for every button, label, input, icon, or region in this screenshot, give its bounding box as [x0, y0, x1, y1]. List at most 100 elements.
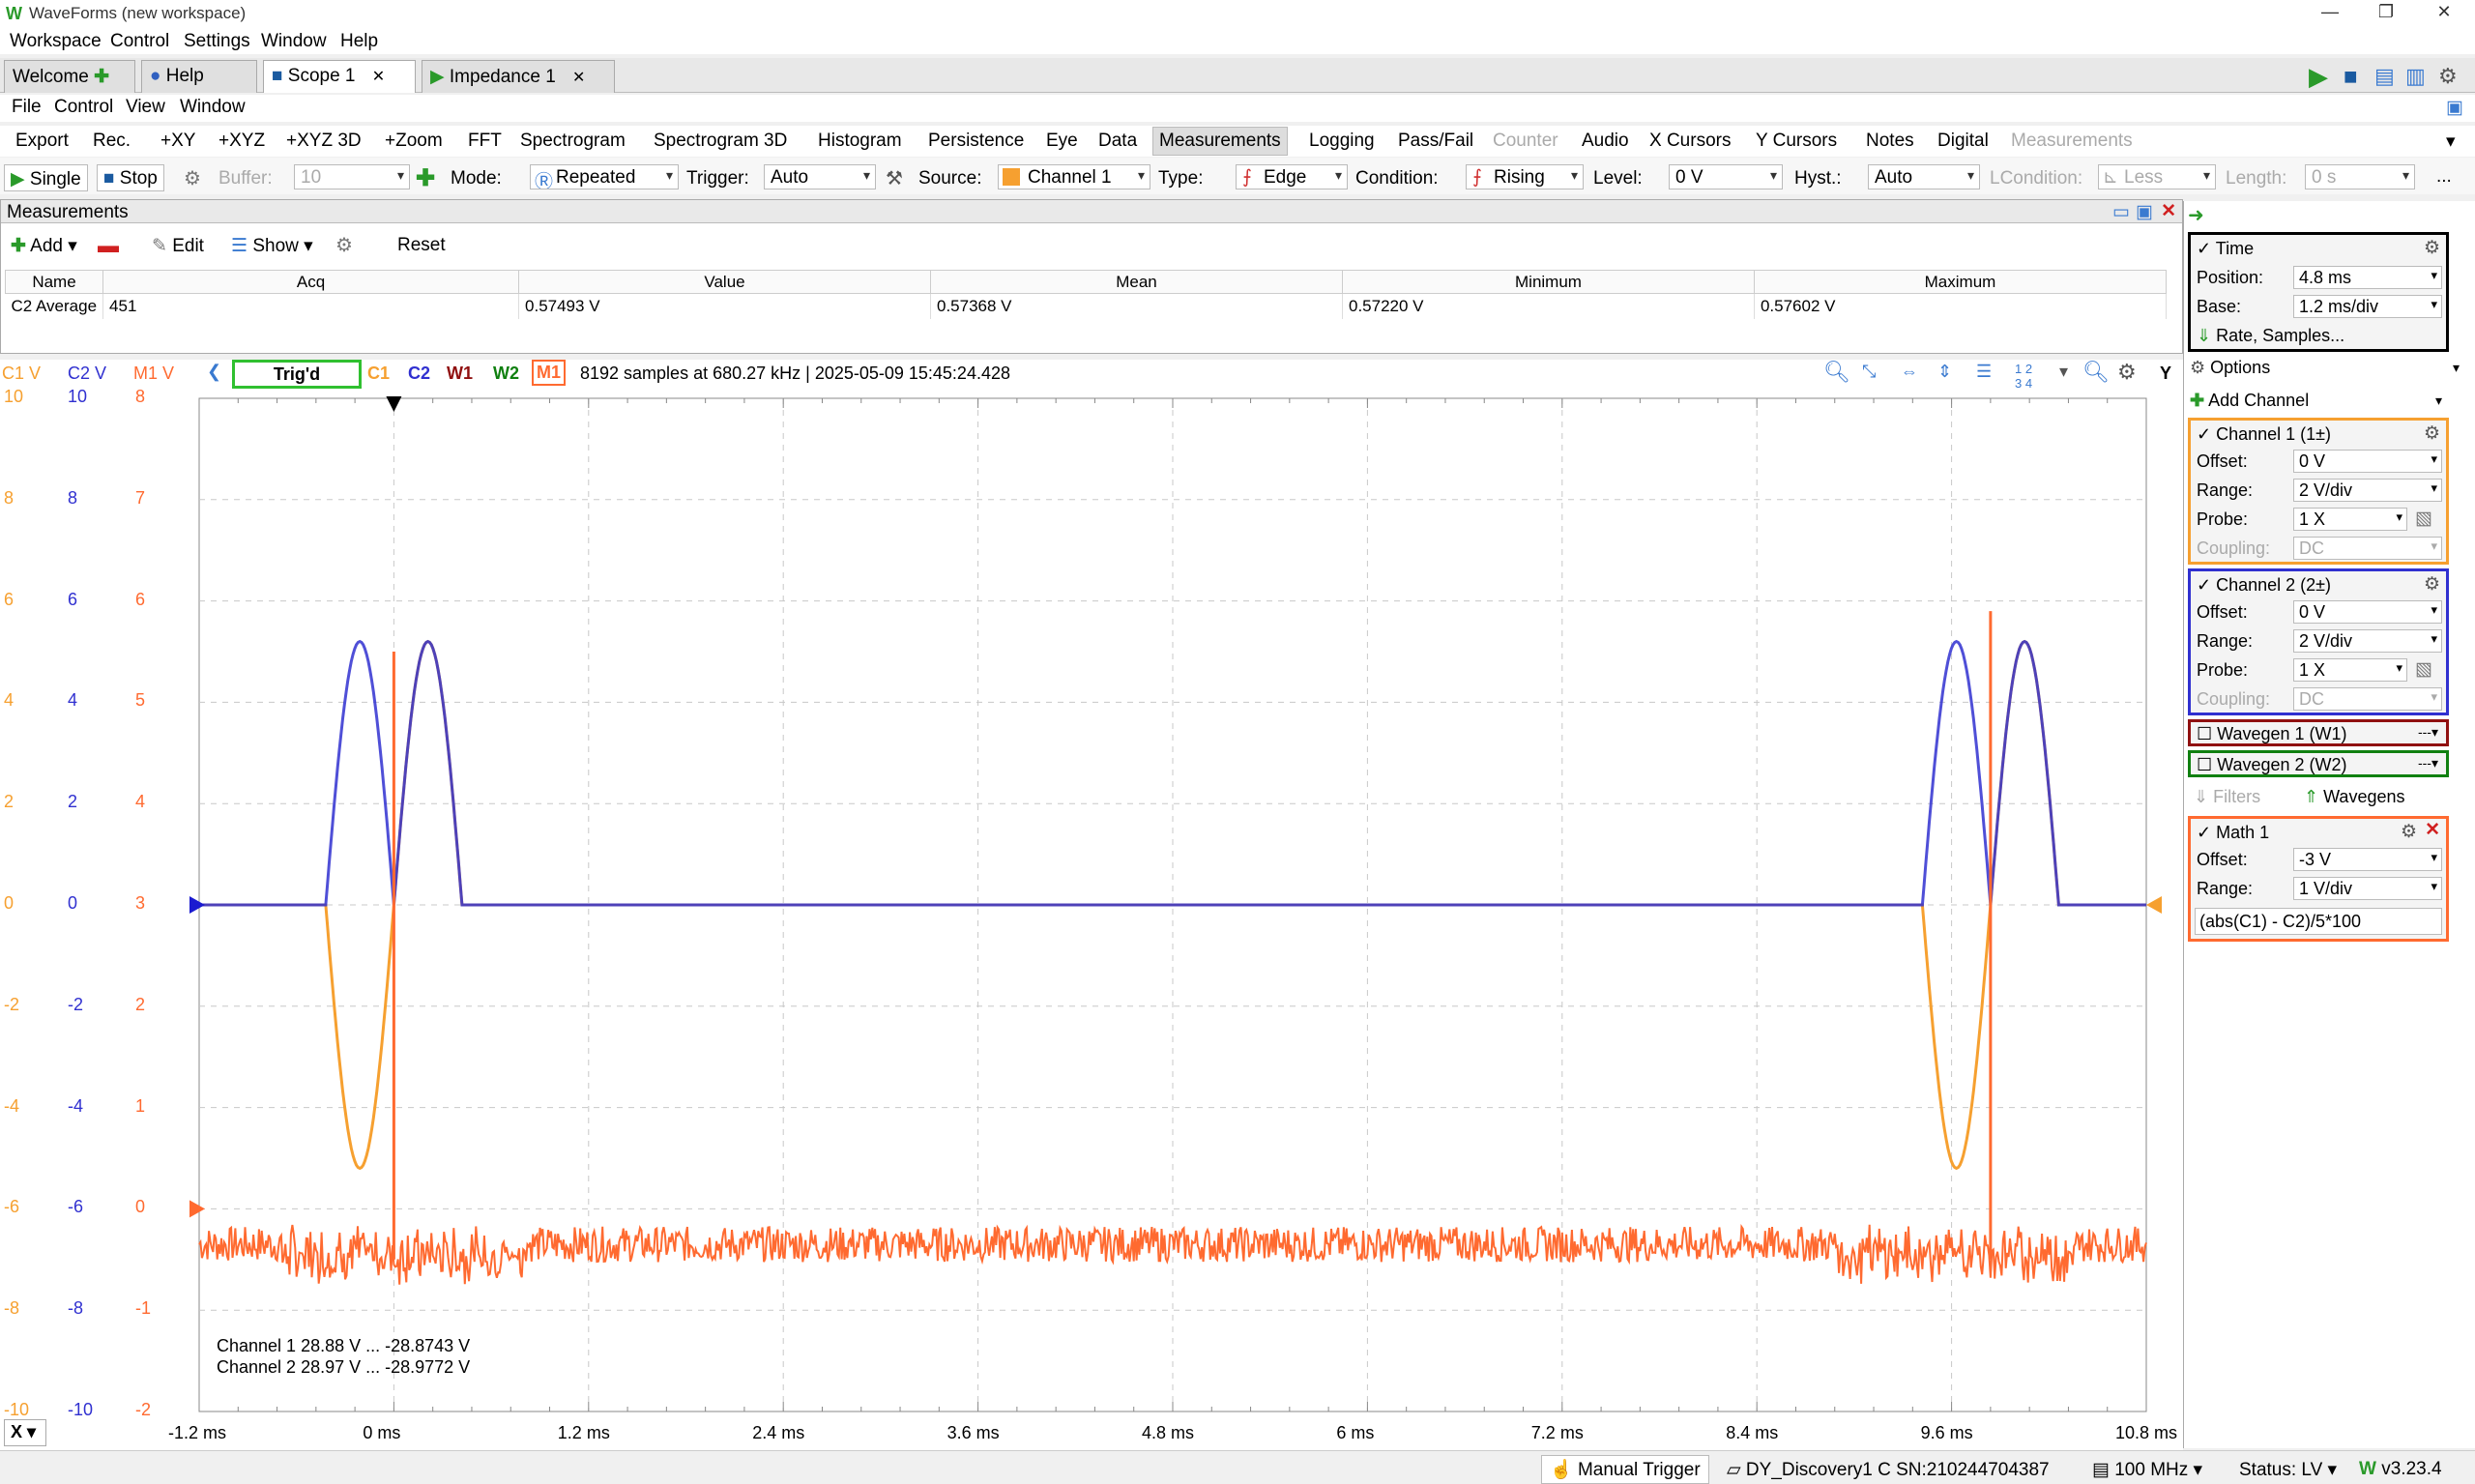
toolbar-fft[interactable]: FFT	[468, 131, 502, 151]
chevron-down-icon[interactable]: ▾	[2435, 393, 2443, 408]
single-button[interactable]: ▶ Single	[4, 164, 88, 191]
trigger-select[interactable]: Auto	[764, 164, 876, 189]
table-row[interactable]: C2 Average 451 0.57493 V 0.57368 V 0.572…	[5, 293, 2168, 319]
bars-icon[interactable]: ☰	[1976, 362, 1993, 381]
channel-2-title[interactable]: ✓ Channel 2 (2±)	[2197, 575, 2332, 595]
toolbar-logging[interactable]: Logging	[1309, 131, 1375, 151]
arrow-right-icon[interactable]: ➜	[2188, 205, 2204, 226]
type-select[interactable]: ⨍ Edge	[1236, 164, 1348, 189]
base-select[interactable]: 1.2 ms/div	[2293, 295, 2442, 318]
length-input[interactable]: 0 s	[2305, 164, 2415, 189]
filters-button[interactable]: ⇓ Filters	[2194, 787, 2261, 806]
toolbar-spectrogram[interactable]: Spectrogram	[520, 131, 626, 151]
toolbar-measurements[interactable]: Measurements	[1152, 127, 1288, 156]
column-acq[interactable]: Acq	[102, 270, 520, 294]
y-axis-button[interactable]: Y	[2160, 364, 2172, 383]
chevron-down-icon[interactable]: ▾	[2446, 131, 2456, 152]
toolbar-xy[interactable]: +XY	[160, 131, 196, 151]
gear-icon[interactable]: ⚙	[2423, 574, 2440, 595]
toolbar-xyz[interactable]: +XYZ	[218, 131, 266, 151]
ch2-range-select[interactable]: 2 V/div	[2293, 629, 2442, 653]
column-value[interactable]: Value	[518, 270, 931, 294]
toolbar-export[interactable]: Export	[15, 131, 69, 151]
run-all-icon[interactable]: ▶	[2309, 62, 2328, 91]
math-1-title[interactable]: ✓ Math 1	[2197, 823, 2270, 842]
ch2-offset-select[interactable]: 0 V	[2293, 600, 2442, 624]
frequency-status[interactable]: ▤ 100 MHz ▾	[2092, 1460, 2203, 1480]
float-icon[interactable]: ▣	[2136, 202, 2153, 222]
math1-offset-select[interactable]: -3 V	[2293, 848, 2442, 871]
menu-control[interactable]: Control	[110, 31, 170, 51]
menu-window[interactable]: Window	[261, 31, 327, 51]
ch2-coupling-select[interactable]: DC	[2293, 687, 2442, 711]
gear-icon[interactable]: ⚙	[335, 235, 353, 256]
ch1-coupling-select[interactable]: DC	[2293, 537, 2442, 560]
toolbar-counter[interactable]: Counter	[1493, 131, 1558, 151]
source-select[interactable]: Channel 1	[998, 164, 1150, 189]
toolbar-eye[interactable]: Eye	[1046, 131, 1078, 151]
legend-w2[interactable]: W2	[493, 364, 519, 383]
time-title[interactable]: ✓ Time	[2197, 239, 2255, 258]
close-panel-icon[interactable]: ✕	[2161, 201, 2176, 221]
math-expression-input[interactable]: (abs(C1) - C2)/5*100	[2195, 908, 2442, 935]
add-icon[interactable]: ✚	[416, 165, 436, 191]
legend-c2[interactable]: C2	[408, 364, 431, 383]
toolbar-zoom[interactable]: +Zoom	[385, 131, 443, 151]
options-button[interactable]: ⚙ Options	[2190, 358, 2271, 377]
ch1-probe-select[interactable]: 1 X	[2293, 508, 2407, 531]
toolbar-rec[interactable]: Rec.	[93, 131, 131, 151]
cursor-icon[interactable]: ⤡	[1862, 362, 1877, 381]
v-zoom-icon[interactable]: ⇕	[1937, 362, 1953, 381]
toolbar-notes[interactable]: Notes	[1866, 131, 1914, 151]
maximize-icon[interactable]: ❐	[2377, 2, 2395, 21]
menu-help[interactable]: Help	[340, 31, 379, 51]
chevron-left-icon[interactable]: ❮	[207, 362, 222, 381]
legend-m1[interactable]: M1	[532, 360, 567, 386]
toolbar-measurements-2[interactable]: Measurements	[2011, 131, 2133, 151]
legend-w1[interactable]: W1	[447, 364, 473, 383]
gear-icon[interactable]: ⚙	[2423, 423, 2440, 444]
remove-icon[interactable]: ▬	[98, 233, 119, 257]
menu-settings[interactable]: Settings	[184, 31, 250, 51]
gear-icon[interactable]: ⚙	[2438, 64, 2458, 88]
submenu-control[interactable]: Control	[54, 97, 114, 117]
layout-split-icon[interactable]: ▥	[2405, 64, 2426, 88]
submenu-view[interactable]: View	[126, 97, 165, 117]
legend-c1[interactable]: C1	[367, 364, 391, 383]
submenu-file[interactable]: File	[12, 97, 42, 117]
position-select[interactable]: 4.8 ms	[2293, 266, 2442, 289]
tab-help[interactable]: ● Help	[141, 60, 257, 93]
toolbar-persistence[interactable]: Persistence	[928, 131, 1025, 151]
column-mean[interactable]: Mean	[930, 270, 1343, 294]
tab-scope-1[interactable]: ■ Scope 1 ✕	[263, 60, 416, 93]
device-status[interactable]: ▱ DY_Discovery1 C SN:210244704387	[1727, 1460, 2050, 1480]
chevron-down-icon[interactable]: ▾	[2059, 362, 2069, 381]
gear-icon[interactable]: ⚙	[184, 168, 201, 189]
ch1-offset-select[interactable]: 0 V	[2293, 450, 2442, 473]
column-maximum[interactable]: Maximum	[1753, 270, 2168, 294]
layout-icon[interactable]: ▤	[2374, 64, 2395, 88]
x-axis-button[interactable]: X ▾	[4, 1419, 46, 1446]
reset-button[interactable]: Reset	[397, 235, 446, 255]
toolbar-y-cursors[interactable]: Y Cursors	[1756, 131, 1838, 151]
ch2-probe-select[interactable]: 1 X	[2293, 658, 2407, 682]
rate-samples-button[interactable]: ⇓ Rate, Samples...	[2197, 326, 2345, 345]
gear-icon[interactable]: ⚙	[2423, 238, 2440, 258]
add-measurement-button[interactable]: ✚ Add ▾	[11, 236, 77, 256]
wavegens-button[interactable]: ⇑ Wavegens	[2304, 787, 2405, 806]
wavegen-1-menu-icon[interactable]: ---▾	[2417, 724, 2438, 740]
toolbar-x-cursors[interactable]: X Cursors	[1649, 131, 1732, 151]
probe-icon[interactable]: ▧	[2415, 659, 2432, 680]
gear-icon[interactable]: ⚙	[2117, 360, 2137, 384]
toolbar-audio[interactable]: Audio	[1582, 131, 1629, 151]
toolbar-passfail[interactable]: Pass/Fail	[1398, 131, 1474, 151]
more-button[interactable]: ...	[2436, 166, 2452, 187]
chevron-down-icon[interactable]: ▾	[2453, 360, 2460, 375]
close-icon[interactable]: ✕	[2436, 2, 2452, 21]
scope-chart[interactable]	[0, 360, 2183, 1450]
close-tab-icon[interactable]: ✕	[572, 70, 586, 86]
scope-plot[interactable]: C1 V C2 V M1 V ❮ Trig'd C1 C2 W1 W2 M1 8…	[0, 360, 2452, 1450]
math1-range-select[interactable]: 1 V/div	[2293, 877, 2442, 900]
tab-welcome[interactable]: Welcome ✚	[4, 60, 135, 93]
hammer-icon[interactable]: ⚒	[886, 168, 903, 189]
